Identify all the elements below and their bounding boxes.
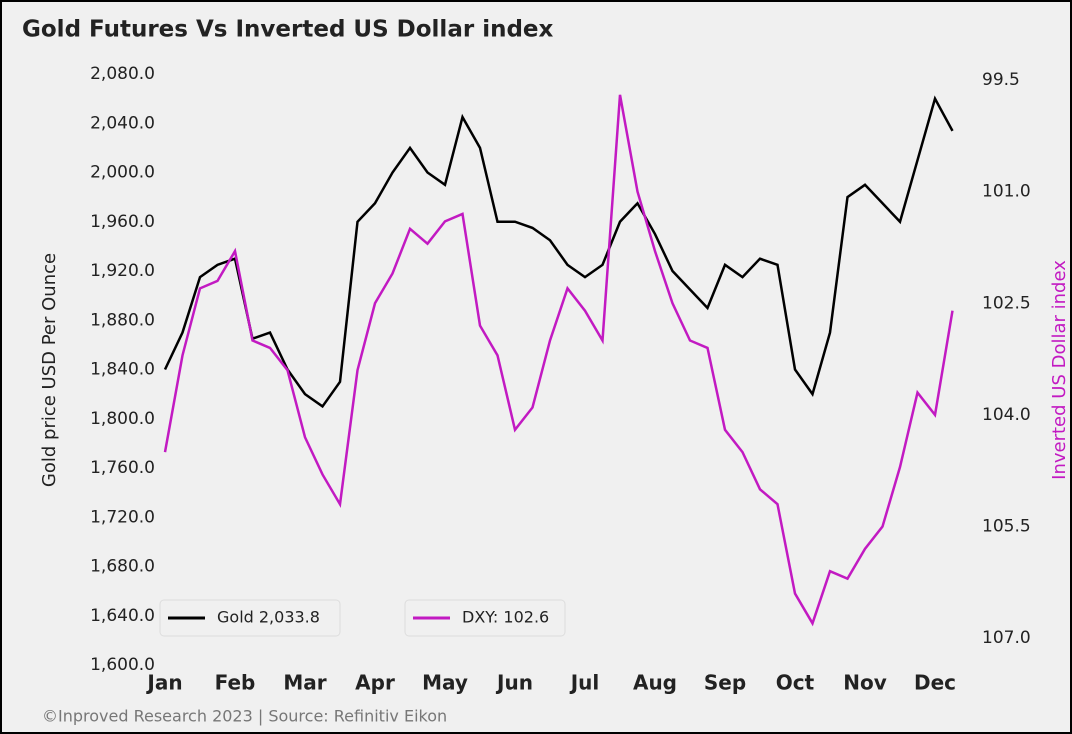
x-tick-label: Apr (355, 671, 395, 695)
y-tick-label: 2,080.0 (90, 64, 155, 84)
x-tick-label: Mar (283, 671, 326, 695)
x-tick-label: Sep (704, 671, 746, 695)
legend-label: Gold 2,033.8 (217, 608, 320, 627)
x-tick-label: Jun (495, 671, 533, 695)
series-line (163, 94, 954, 627)
y-tick-label: 1,680.0 (90, 557, 155, 577)
x-tick-label: Dec (914, 671, 956, 695)
y2-tick-label: 105.5 (982, 517, 1031, 537)
series-line (163, 95, 954, 409)
y-tick-label: 1,600.0 (90, 655, 155, 675)
x-tick-label: Feb (215, 671, 256, 695)
x-tick-label: May (422, 671, 468, 695)
y-tick-label: 1,960.0 (90, 212, 155, 232)
y-tick-label: 1,640.0 (90, 606, 155, 626)
x-tick-label: Jan (145, 671, 182, 695)
y2-tick-label: 101.0 (982, 182, 1031, 202)
legend-box (159, 599, 341, 637)
x-tick-label: Nov (843, 671, 887, 695)
y-axis-label: Gold price USD Per Ounce (39, 253, 60, 487)
y-tick-label: 2,040.0 (90, 113, 155, 133)
y2-tick-label: 99.5 (982, 70, 1020, 90)
legend-box (404, 599, 566, 637)
y-tick-label: 2,000.0 (90, 163, 155, 183)
footer: ©Inproved Research 2023 | Source: Refini… (42, 707, 447, 726)
legend-label: DXY: 102.6 (462, 608, 549, 627)
x-tick-label: Aug (633, 671, 677, 695)
y-tick-label: 1,800.0 (90, 409, 155, 429)
y-tick-label: 1,760.0 (90, 458, 155, 478)
y-tick-label: 1,720.0 (90, 507, 155, 527)
y2-tick-label: 102.5 (982, 293, 1031, 313)
y2-tick-label: 104.0 (982, 405, 1031, 425)
x-tick-label: Oct (776, 671, 815, 695)
y-tick-label: 1,920.0 (90, 261, 155, 281)
y-tick-label: 1,840.0 (90, 360, 155, 380)
y-tick-label: 1,880.0 (90, 310, 155, 330)
y2-tick-label: 107.0 (982, 628, 1031, 648)
y2-axis-label: Inverted US Dollar index (1049, 260, 1070, 480)
x-tick-label: Jul (569, 671, 600, 695)
chart-title: Gold Futures Vs Inverted US Dollar index (22, 17, 554, 43)
